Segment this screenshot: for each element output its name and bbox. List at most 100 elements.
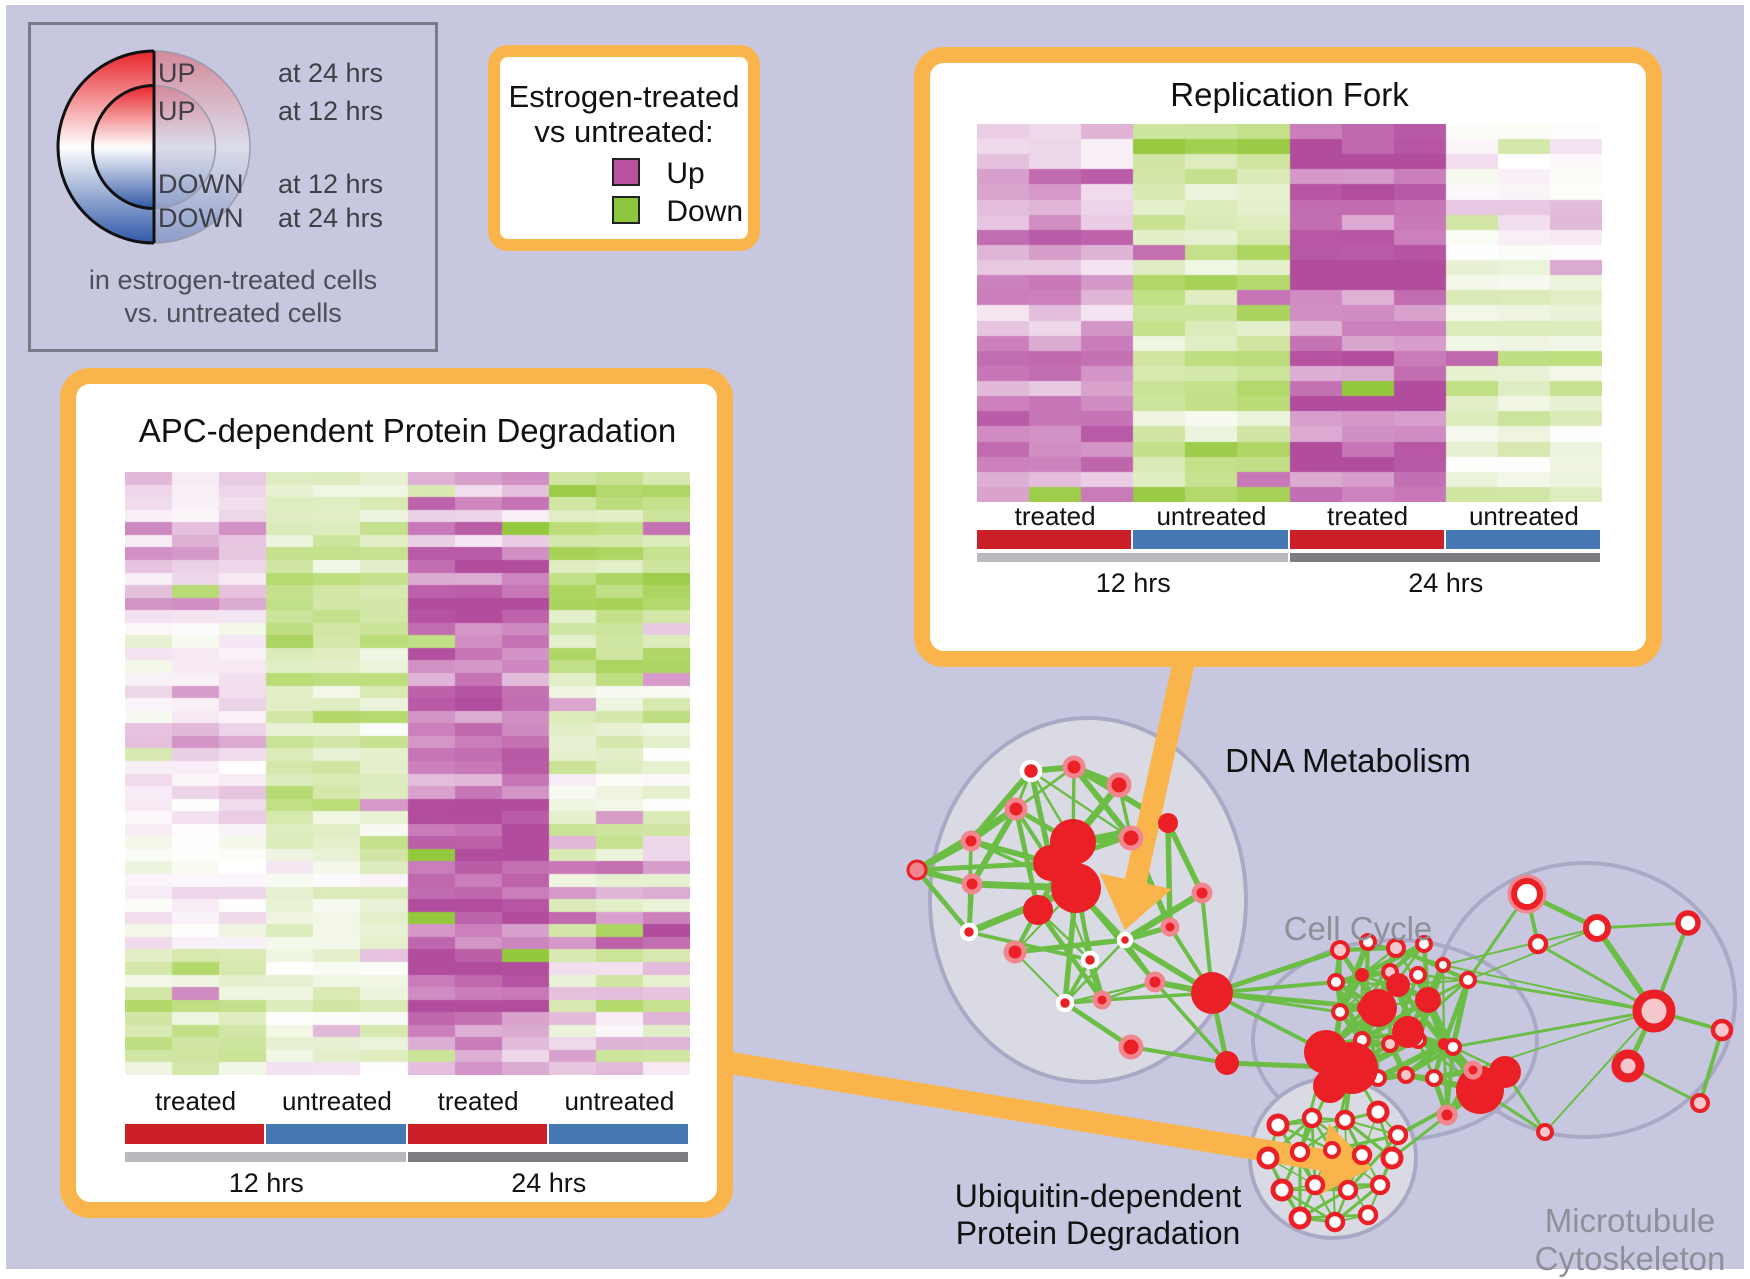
network-edge bbox=[1596, 921, 1689, 930]
network-node bbox=[1327, 973, 1345, 991]
network-edge bbox=[915, 869, 971, 933]
ring-label-time-0: at 24 hrs bbox=[278, 58, 384, 88]
network-node bbox=[906, 859, 928, 881]
outer-left-outline bbox=[56, 49, 155, 245]
network-node bbox=[1215, 1051, 1239, 1075]
network-edge bbox=[1030, 770, 1132, 839]
network-edge bbox=[1123, 890, 1204, 943]
ring-label-time-3: at 24 hrs bbox=[278, 203, 384, 233]
network-edge bbox=[1280, 1085, 1332, 1191]
network-node bbox=[1191, 882, 1213, 904]
network-node bbox=[1632, 989, 1676, 1033]
network-node bbox=[1425, 1069, 1443, 1087]
network-node bbox=[1359, 933, 1377, 951]
network-node bbox=[1611, 1049, 1645, 1083]
network-node bbox=[1288, 1206, 1312, 1230]
network-edge bbox=[1165, 821, 1205, 895]
network-node bbox=[959, 922, 979, 942]
network-node bbox=[1397, 1066, 1415, 1084]
network-node bbox=[1313, 1069, 1347, 1103]
network-edge bbox=[1153, 980, 1229, 1065]
network-node bbox=[1051, 863, 1101, 913]
network-edge bbox=[1014, 937, 1126, 955]
network-node bbox=[1380, 1146, 1404, 1170]
network-edge bbox=[1376, 1041, 1446, 1081]
arrow-shaft-apc-to-ubiquitin bbox=[729, 1052, 1331, 1172]
network-node-halo bbox=[1507, 874, 1547, 914]
network-node bbox=[1489, 1056, 1521, 1088]
network-edge bbox=[1467, 927, 1598, 981]
ring-label-dir-2: DOWN bbox=[158, 169, 244, 199]
legend-item-up: Up bbox=[612, 157, 705, 191]
network-edge bbox=[1130, 1045, 1228, 1065]
network-node bbox=[1386, 938, 1406, 958]
replication-fork-panel-title: Replication Fork bbox=[1170, 76, 1409, 113]
network-edge bbox=[1544, 1010, 1655, 1133]
ring-label-dir-3: DOWN bbox=[158, 203, 244, 233]
inner-left-outline bbox=[91, 84, 155, 210]
network-node bbox=[1511, 878, 1543, 910]
network-node bbox=[1415, 987, 1441, 1013]
network-node bbox=[1062, 755, 1086, 779]
network-edge bbox=[1467, 978, 1655, 1013]
apc-heatmap bbox=[125, 472, 690, 1075]
replication-fork-heatmap bbox=[977, 124, 1602, 502]
network-node bbox=[1357, 1204, 1379, 1226]
network-node bbox=[960, 830, 982, 852]
network-node bbox=[1527, 933, 1549, 955]
network-edge bbox=[1211, 947, 1341, 996]
network-edge bbox=[1698, 1029, 1724, 1104]
network-node bbox=[1351, 1144, 1373, 1166]
up-label: Up bbox=[666, 157, 705, 190]
arrow-shaft-replication-fork-to-dna bbox=[1123, 649, 1197, 890]
down-swatch bbox=[612, 196, 640, 224]
network-edge bbox=[1404, 1045, 1455, 1077]
network-node bbox=[1387, 1124, 1409, 1146]
network-edge bbox=[1014, 951, 1066, 1004]
network-node bbox=[1144, 971, 1166, 993]
network-node bbox=[1080, 950, 1100, 970]
network-edge bbox=[1063, 1001, 1133, 1049]
network-node bbox=[1710, 1018, 1734, 1042]
dna-metabolism-label: DNA Metabolism bbox=[1225, 742, 1471, 779]
network-edge bbox=[1015, 765, 1075, 811]
network-node bbox=[1355, 968, 1369, 982]
arrow-head-replication-fork-to-dna bbox=[1099, 873, 1172, 930]
network-edge bbox=[1442, 964, 1655, 1012]
network-node bbox=[1366, 1100, 1390, 1124]
estrogen-legend-box: Estrogen-treated vs untreated: Up Down bbox=[488, 45, 760, 251]
network-node bbox=[1055, 993, 1075, 1013]
network-node bbox=[1106, 772, 1132, 798]
network-edge bbox=[1442, 927, 1598, 966]
ring-label-dir-1: UP bbox=[158, 96, 196, 126]
ring-legend-caption-line2: vs. untreated cells bbox=[124, 298, 342, 328]
network-node bbox=[1381, 1035, 1399, 1053]
microtubule-label-line2: Cytoskeleton bbox=[1534, 1240, 1726, 1277]
ring-legend-caption-line1: in estrogen-treated cells bbox=[88, 265, 378, 295]
legend-item-down: Down bbox=[612, 195, 743, 229]
ring-label-dir-0: UP bbox=[158, 58, 196, 88]
network-node bbox=[1444, 1038, 1462, 1056]
estrogen-legend-title-line2: vs untreated: bbox=[534, 114, 714, 149]
network-edge bbox=[1537, 942, 1655, 1013]
estrogen-legend-title-line1: Estrogen-treated bbox=[508, 79, 740, 114]
network-node bbox=[1436, 1104, 1458, 1126]
network-node bbox=[1324, 1211, 1346, 1233]
network-node bbox=[1536, 1123, 1554, 1141]
network-node bbox=[1304, 1174, 1326, 1196]
network-edge bbox=[1346, 1133, 1400, 1192]
network-node bbox=[961, 873, 983, 895]
network-node bbox=[1256, 1146, 1280, 1170]
network-node bbox=[1160, 917, 1180, 937]
ring-legend-graphic bbox=[56, 49, 251, 245]
network-edge bbox=[1064, 939, 1126, 1004]
network-node bbox=[1266, 1113, 1290, 1137]
network-node bbox=[1019, 759, 1043, 783]
network-node bbox=[1289, 1141, 1311, 1163]
network-node bbox=[1337, 1179, 1359, 1201]
apc-panel-title: APC-dependent Protein Degradation bbox=[138, 412, 677, 449]
cell-cycle-label: Cell Cycle bbox=[1283, 910, 1433, 947]
network-node bbox=[1690, 1093, 1710, 1113]
